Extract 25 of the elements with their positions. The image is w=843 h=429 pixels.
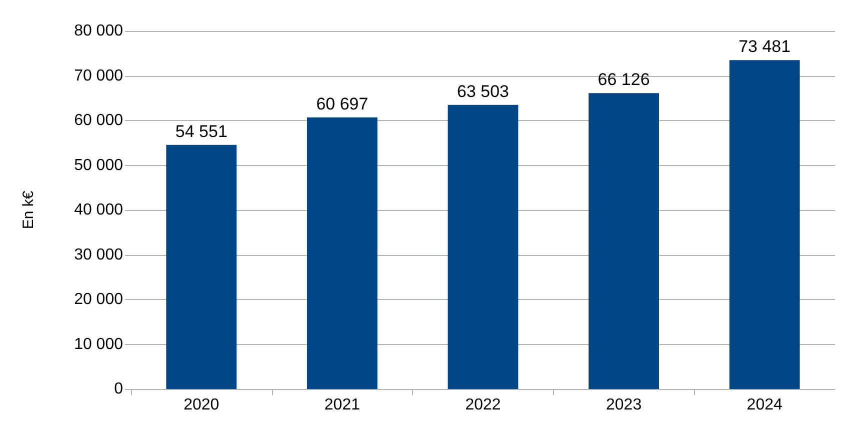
y-tick-label: 20 000 [74,291,124,308]
y-axis-title: En k€ [20,190,37,230]
x-tick-label: 2020 [184,396,220,414]
x-tick-label: 2023 [606,396,642,414]
data-label: 60 697 [316,94,368,114]
data-label: 63 503 [457,82,509,101]
bar [307,117,378,389]
y-tick-label: 60 000 [74,112,124,129]
y-tick-label: 80 000 [74,22,124,40]
y-tick-label: 40 000 [74,202,124,218]
y-tick-label: 70 000 [74,67,124,84]
bar [588,93,659,389]
x-tick-label: 2021 [324,396,360,414]
x-tick-label: 2024 [746,396,782,414]
data-label: 73 481 [738,37,791,56]
bar [448,104,518,389]
y-tick-label: 0 [114,380,124,398]
y-tick-label: 10 000 [74,336,124,353]
data-label: 66 126 [598,70,650,90]
x-tick-label: 2022 [465,396,501,414]
bar [729,60,800,389]
bar [166,144,237,389]
data-label: 54 551 [175,122,228,141]
y-tick-label: 50 000 [74,156,124,174]
y-tick-label: 30 000 [74,246,124,264]
